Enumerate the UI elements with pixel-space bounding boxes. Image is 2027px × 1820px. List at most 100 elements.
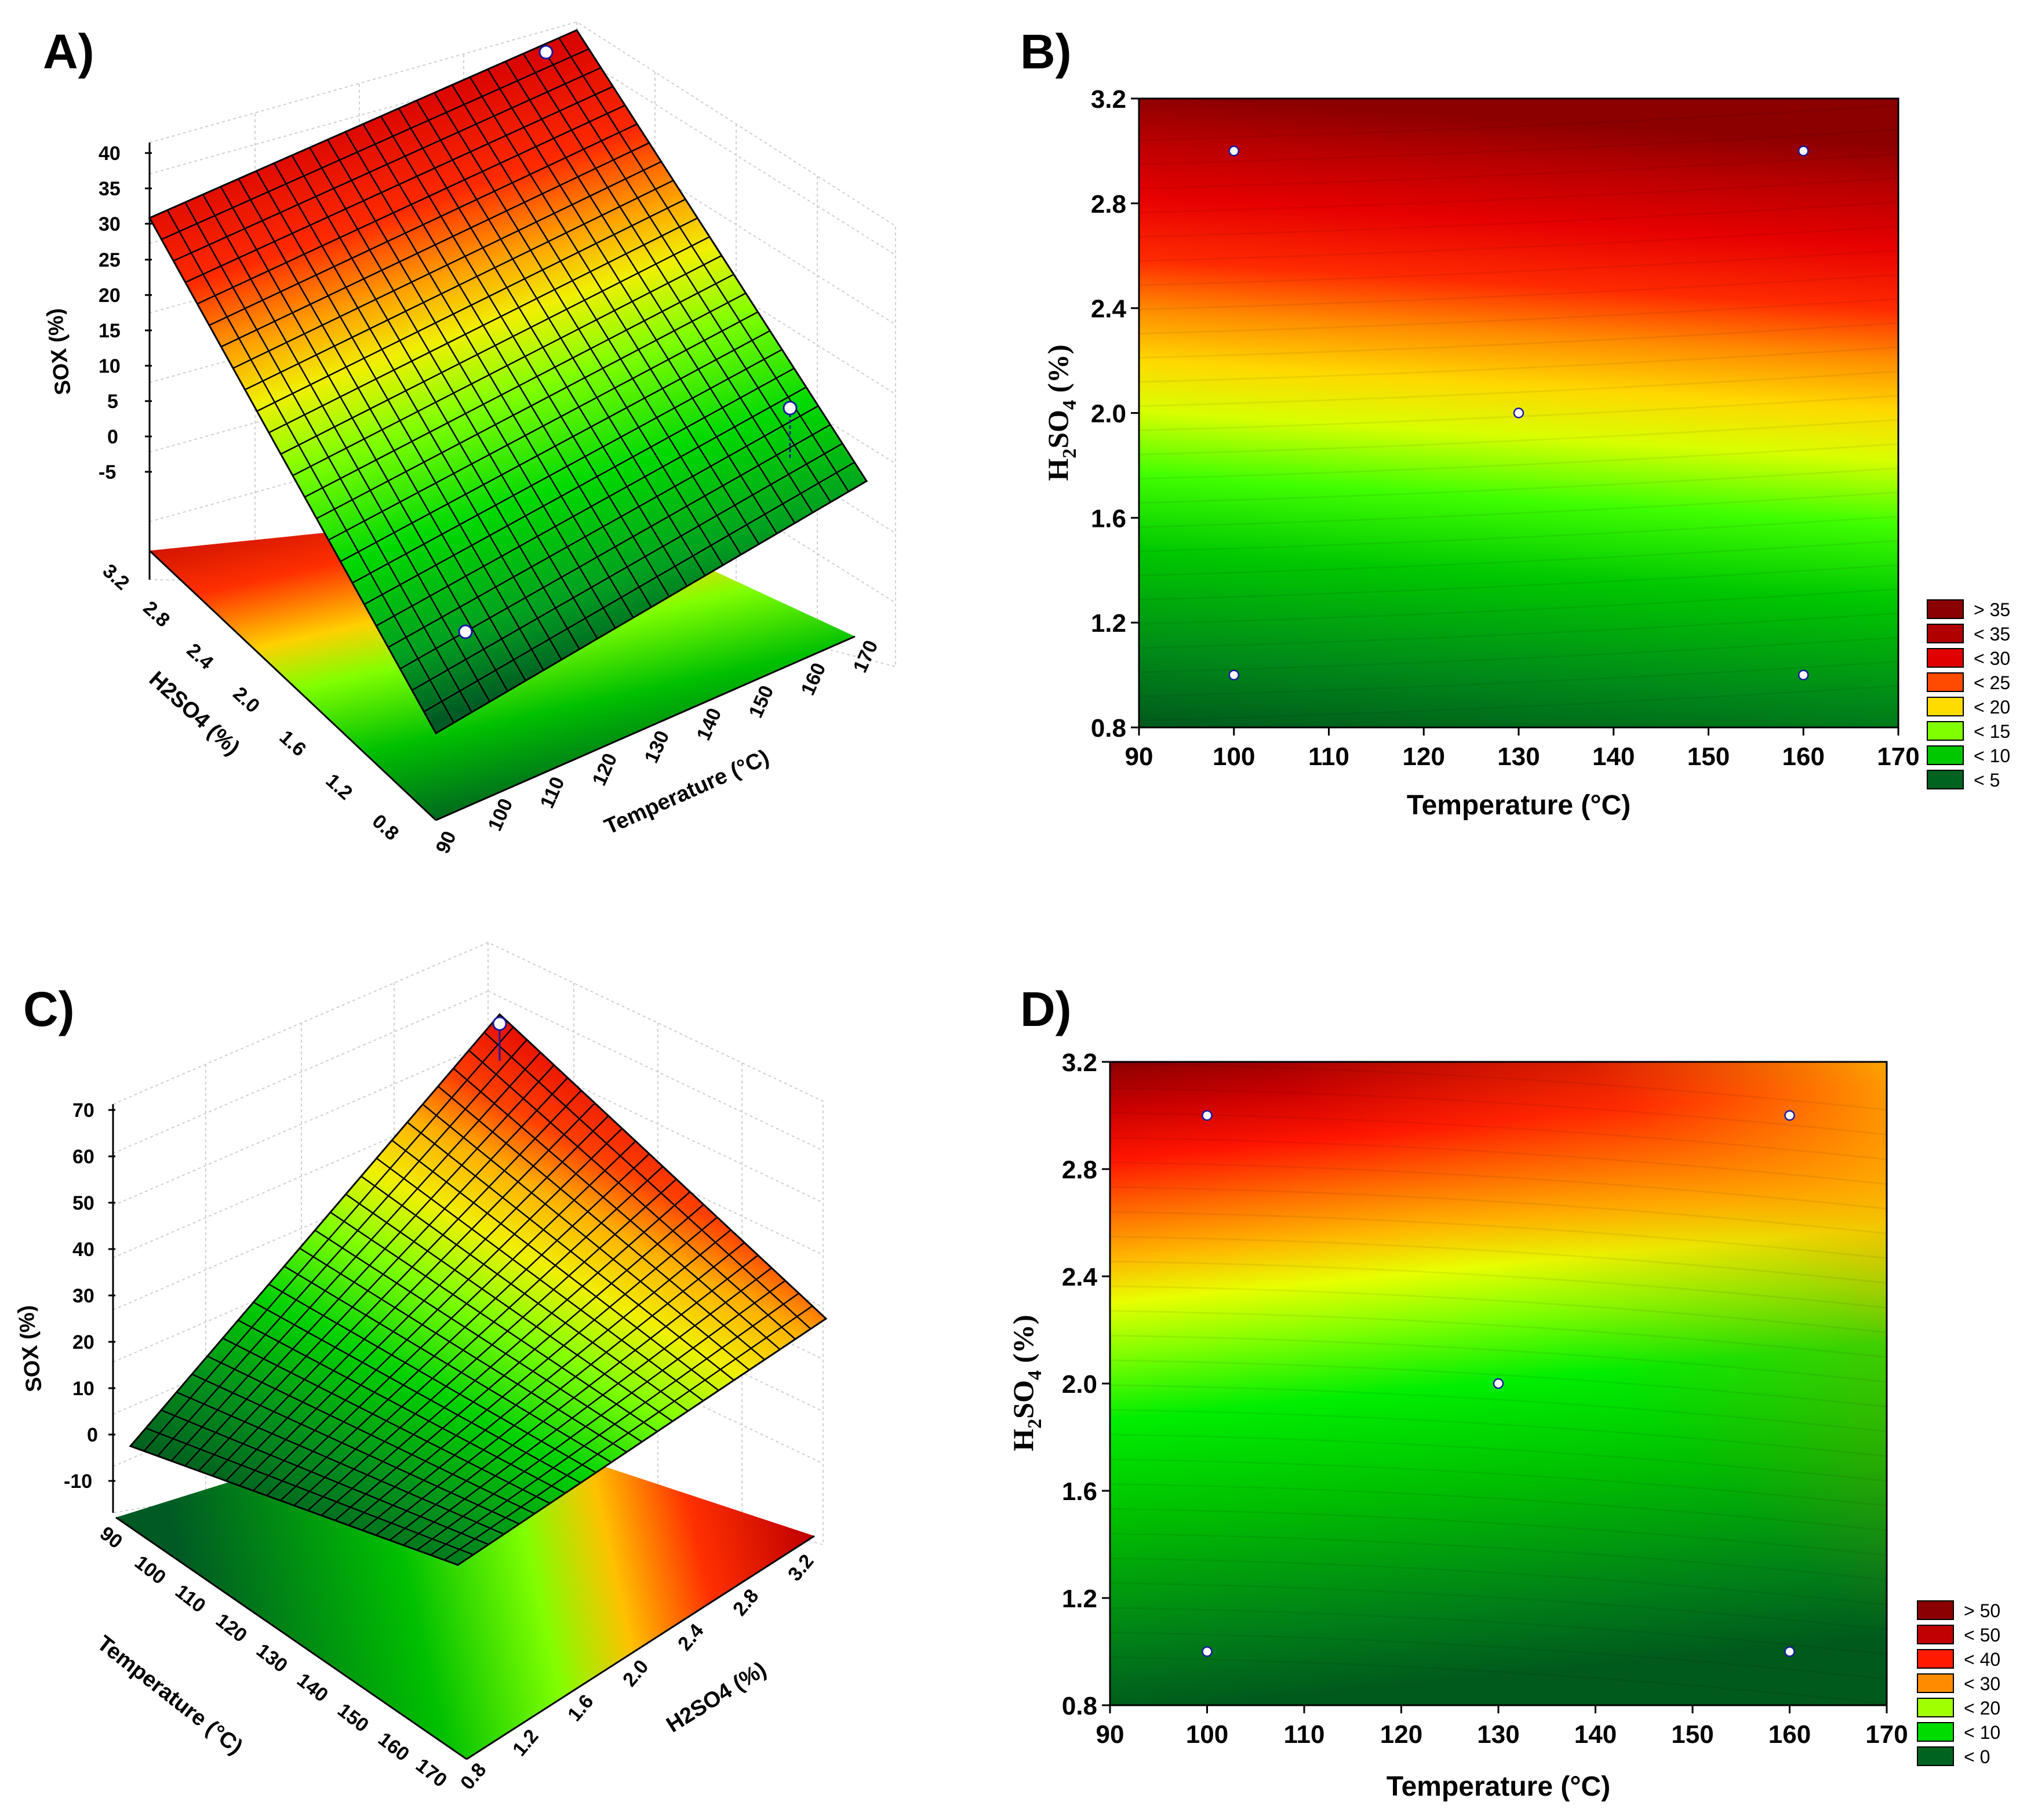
contour-band-line xyxy=(1109,1433,1887,1482)
panel-a-z-tick-label: 15 xyxy=(99,320,121,342)
panel-c-y-title: H2SO4 (%) xyxy=(663,1657,771,1738)
mesh-line xyxy=(412,443,843,691)
design-point xyxy=(1202,1110,1213,1121)
x-tick-label: 90 xyxy=(1125,742,1153,771)
panel-c-surface xyxy=(129,1013,828,1566)
panel-c-x-title: Temperature (°C) xyxy=(92,1631,247,1759)
contour-band-line xyxy=(1109,1161,1887,1210)
panel-a-z-tick-3: 25 xyxy=(99,249,152,271)
panel-c-label: C) xyxy=(23,982,75,1036)
legend-label: < 0 xyxy=(1964,1746,1990,1767)
mesh-line xyxy=(292,254,722,476)
contour-band-line xyxy=(1138,152,1899,190)
panel-c-z-tick-6: 10 xyxy=(72,1378,115,1400)
y-tick-label: 2.4 xyxy=(1062,1263,1098,1291)
panel-c-z-tick-5: 20 xyxy=(72,1331,115,1353)
contour-band-line xyxy=(1109,1260,1887,1309)
mesh-line xyxy=(225,1102,596,1482)
contour-band-line xyxy=(1109,1632,1887,1680)
contour-band-line xyxy=(1138,274,1899,311)
legend-label: < 50 xyxy=(1964,1625,2000,1646)
panel-a-z-tick-label: -5 xyxy=(99,461,116,483)
panel-c-z-tick-label: -10 xyxy=(64,1470,92,1493)
mesh-line xyxy=(388,405,819,648)
design-point xyxy=(1784,1110,1795,1121)
panel-a-z-tick-label: 5 xyxy=(107,391,118,413)
panel-a-x-tick-label: 90 xyxy=(432,828,461,857)
y-tick-label: 1.6 xyxy=(1091,504,1126,533)
panel-d-x-title: Temperature (°C) xyxy=(1386,1771,1610,1802)
x-tick-label: 140 xyxy=(1592,742,1635,771)
contour-band-line xyxy=(1138,661,1899,698)
panel-c-x-tick-label: 140 xyxy=(293,1669,332,1706)
panel-c-x-tick-label: 170 xyxy=(412,1754,451,1792)
contour-band-line xyxy=(1109,1582,1887,1630)
y-tick-label: 2.0 xyxy=(1091,400,1126,428)
contour-band-line xyxy=(1138,540,1899,577)
contour-band-line xyxy=(1138,467,1899,504)
contour-band-line xyxy=(1109,1310,1887,1359)
legend-swatch xyxy=(1927,697,1964,716)
legend-label: < 10 xyxy=(1964,1722,2000,1743)
panel-a-y-tick-label: 1.2 xyxy=(322,770,357,805)
x-tick-label: 100 xyxy=(1186,1720,1228,1749)
panel-a-z-tick-2: 30 xyxy=(99,213,152,235)
design-point xyxy=(1798,669,1809,680)
mesh-line xyxy=(376,1242,745,1536)
x-tick-label: 130 xyxy=(1477,1720,1519,1749)
panel-c-x-tick-label: 120 xyxy=(212,1609,251,1647)
panel-c-y-tick-label: 3.2 xyxy=(784,1550,818,1586)
panel-a-z-tick-label: 25 xyxy=(99,249,121,271)
panel-a-z-axis: 40 35 30 25 20 15 10 5 0 -5 SOX (%) xyxy=(43,143,152,580)
mesh-line xyxy=(352,349,783,584)
mesh-line xyxy=(170,1051,541,1462)
legend-label: < 20 xyxy=(1974,697,2010,718)
panel-c-y-tick-label: 2.4 xyxy=(674,1619,708,1655)
design-point xyxy=(1513,407,1524,418)
legend-swatch xyxy=(1927,648,1964,668)
panel-c-x-tick-label: 110 xyxy=(171,1580,210,1617)
mesh-line xyxy=(212,1090,582,1477)
design-point xyxy=(1493,1378,1504,1389)
panel-c-z-tick-label: 40 xyxy=(72,1239,94,1261)
panel-b-ticks: 90 100 110 120 130 140 150 160 170 0.8 1.2 1.6 2.0 2.… xyxy=(1091,85,1920,771)
panel-a-z-tick-6: 10 xyxy=(99,355,152,377)
contour-band-line xyxy=(1109,1137,1887,1185)
mesh-line xyxy=(293,1166,664,1506)
panel-c-surface-mesh xyxy=(143,1027,813,1561)
mesh-line xyxy=(416,1280,786,1551)
panel-a-z-tick-5: 15 xyxy=(99,320,152,342)
panel-a-z-tick-label: 40 xyxy=(99,143,121,165)
panel-a-x-tick-label: 120 xyxy=(588,750,622,789)
legend-swatch xyxy=(1917,1600,1954,1620)
legend-swatch xyxy=(1917,1649,1954,1669)
contour-band-line xyxy=(1109,1408,1887,1457)
mesh-line xyxy=(389,1254,759,1541)
panel-c-z-tick-3: 40 xyxy=(72,1239,115,1261)
legend-label: < 40 xyxy=(1964,1649,2000,1670)
panel-a-z-tick-7: 5 xyxy=(107,391,152,413)
design-point xyxy=(1228,145,1239,156)
panel-a-x-tick-label: 150 xyxy=(745,682,778,721)
panel-a-z-tick-label: 10 xyxy=(99,355,121,377)
panel-d-y-title-part: SO xyxy=(1007,1380,1039,1419)
contour-band-line xyxy=(1109,1334,1887,1383)
panel-a-z-tick-label: 30 xyxy=(99,213,121,235)
legend-swatch xyxy=(1917,1673,1954,1693)
y-tick-label: 0.8 xyxy=(1091,714,1126,742)
mesh-line xyxy=(198,1077,569,1472)
mesh-line xyxy=(220,142,650,348)
panel-c-x-tick-label: 130 xyxy=(252,1639,292,1677)
panel-a-observation-point xyxy=(458,624,473,639)
panel-b-y-title-part: SO xyxy=(1042,410,1074,449)
panel-c-z-title: SOX (%) xyxy=(14,1304,47,1393)
y-tick-label: 3.2 xyxy=(1091,85,1126,114)
panel-a-x-tick-label: 100 xyxy=(484,795,518,834)
y-tick-label: 2.8 xyxy=(1062,1156,1097,1184)
y-tick-label: 0.8 xyxy=(1062,1692,1097,1720)
legend-swatch xyxy=(1927,721,1964,741)
legend-swatch xyxy=(1927,672,1964,692)
contour-band-line xyxy=(1109,1656,1887,1705)
panel-a-x-tick-label: 140 xyxy=(693,705,726,744)
